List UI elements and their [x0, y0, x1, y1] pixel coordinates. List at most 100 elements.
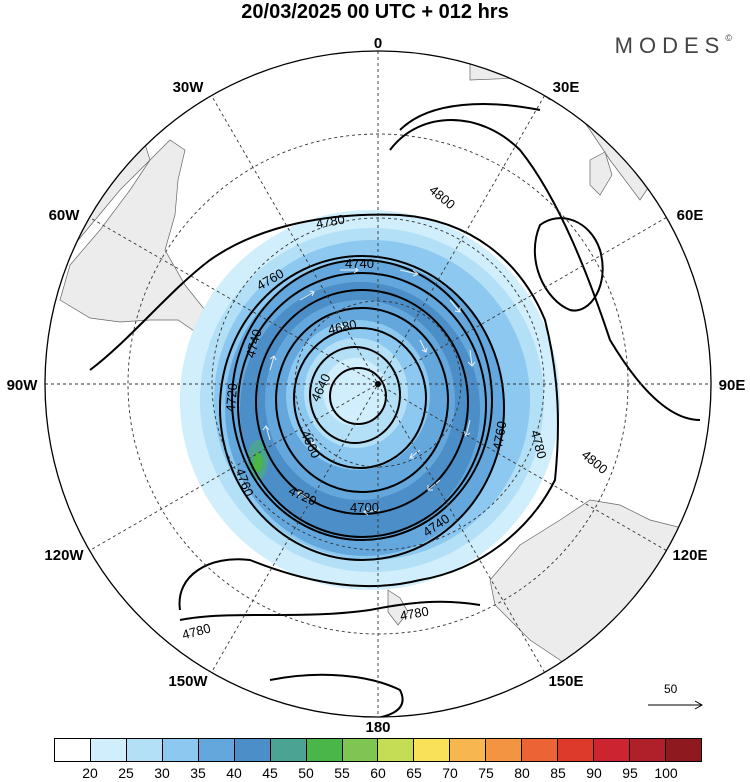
lon-label-120w: 120W [44, 547, 84, 564]
brand-copyright: © [725, 33, 732, 43]
map-boundary [44, 50, 712, 718]
colorbar-swatch [558, 739, 595, 761]
wind-vector [299, 290, 315, 301]
lon-label-60w: 60W [49, 207, 81, 224]
brand-logo: MODES© [615, 33, 732, 59]
colorbar-tick-label: 95 [622, 765, 638, 781]
contour-label: 4720 [223, 382, 240, 412]
contour-4780 [89, 213, 559, 611]
wind-speed-shading [180, 210, 560, 590]
contour-label: 4800 [579, 447, 611, 477]
wind-vector [297, 491, 311, 501]
contour-label: 4680 [327, 317, 358, 338]
contour-label: 4780 [528, 428, 550, 460]
reference-vector [648, 700, 704, 710]
contour-label: 4740 [345, 256, 374, 271]
map-disc [45, 51, 711, 717]
new-zealand [387, 589, 409, 626]
colorbar-tick-label: 70 [442, 765, 458, 781]
contour-4780-south [269, 673, 404, 717]
colorbar-swatch [665, 739, 701, 761]
lon-label-180: 180 [365, 719, 390, 736]
colorbar-tick-label: 35 [190, 765, 206, 781]
reference-arrowhead [694, 700, 704, 710]
contour-4760-inner [231, 259, 493, 541]
contour-4700 [275, 307, 449, 493]
lon-label-150e: 150E [548, 673, 583, 690]
colorbar-swatch [55, 739, 91, 761]
colorbar-swatch [234, 739, 271, 761]
colorbar-swatch [630, 739, 666, 761]
contour-label: 4800 [426, 182, 458, 212]
colorbar-swatch [126, 739, 163, 761]
pole-marker [375, 381, 381, 387]
contour-4640 [329, 367, 387, 425]
contour-4800-loop [533, 217, 604, 312]
reference-vector-label: 50 [664, 682, 678, 696]
colorbar-tick-label: 45 [262, 765, 278, 781]
colorbar-tick-label: 65 [406, 765, 422, 781]
colorbar-tick-label: 50 [298, 765, 314, 781]
colorbar-swatch [594, 739, 630, 761]
colorbar-tick-label: 60 [370, 765, 386, 781]
wind-vectors [262, 266, 476, 516]
contour-label: 4700 [350, 500, 379, 515]
lon-label-60e: 60E [677, 207, 704, 224]
wind-vector [409, 449, 421, 459]
lon-label-90e: 90E [719, 377, 746, 394]
contour-4740 [237, 272, 487, 538]
colorbar-tick-label: 30 [154, 765, 170, 781]
lon-label-30w: 30W [173, 79, 205, 96]
graticule [45, 51, 711, 717]
colorbar-swatch [522, 739, 559, 761]
colorbar-swatch [270, 739, 307, 761]
shade-55-jet [253, 452, 263, 472]
wind-vector [311, 441, 321, 451]
colorbar-tick-label: 25 [118, 765, 134, 781]
lon-label-90w: 90W [7, 377, 39, 394]
contour-4800-top [399, 103, 541, 131]
contour-label: 4740 [243, 328, 265, 360]
wind-vector [419, 339, 428, 353]
contour-4680 [293, 327, 427, 469]
colorbar-tick-label: 100 [654, 765, 678, 781]
lon-label-0: 0 [374, 35, 382, 52]
brand-text: MODES [614, 33, 726, 58]
contour-4800 [389, 119, 701, 421]
wind-vector [262, 425, 271, 441]
colorbar-swatch [414, 739, 451, 761]
colorbar-tick-label: 55 [334, 765, 350, 781]
colorbar-tick-label: 90 [586, 765, 602, 781]
contour-label: 4780 [180, 620, 212, 642]
colorbar-tick-label: 75 [478, 765, 494, 781]
contour-4760 [219, 255, 505, 561]
contour-4780-bottom [179, 600, 481, 621]
colorbar-tick-label: 80 [514, 765, 530, 781]
colorbar [54, 738, 702, 762]
wind-vector [449, 299, 461, 313]
colorbar-swatch [378, 739, 415, 761]
wind-vector [427, 479, 441, 491]
contour-label: 4780 [315, 212, 346, 232]
colorbar-ticks: 20 25 30 35 40 45 50 55 60 65 70 75 80 85 90 95 100 [54, 765, 702, 781]
contour-label: 4760 [490, 420, 510, 451]
contour-4720 [255, 289, 469, 515]
wind-vector [329, 323, 345, 331]
colorbar-swatch [90, 739, 127, 761]
australia [489, 499, 711, 701]
map-title: 20/03/2025 00 UTC + 012 hrs [241, 1, 509, 23]
wind-vector [340, 266, 359, 274]
wind-vector [269, 355, 277, 371]
wind-vector [463, 419, 471, 437]
lon-label-150w: 150W [168, 673, 208, 690]
south-america [59, 139, 233, 351]
lon-label-120e: 120E [672, 547, 707, 564]
colorbar-swatch [306, 739, 343, 761]
colorbar-tick-label: 20 [82, 765, 98, 781]
colorbar-tick-label: 40 [226, 765, 242, 781]
contour-4660 [309, 346, 401, 444]
colorbar-swatch [198, 739, 235, 761]
colorbar-swatch [450, 739, 487, 761]
lon-label-30e: 30E [553, 79, 580, 96]
